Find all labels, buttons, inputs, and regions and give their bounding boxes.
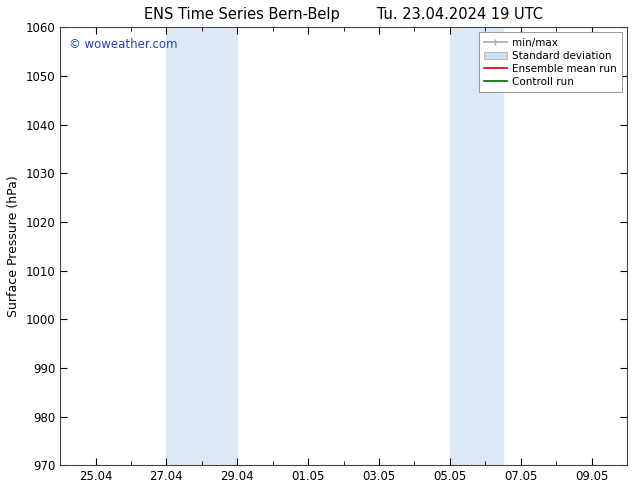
Bar bbox=[450, 27, 503, 465]
Y-axis label: Surface Pressure (hPa): Surface Pressure (hPa) bbox=[7, 175, 20, 317]
Text: © woweather.com: © woweather.com bbox=[68, 38, 177, 51]
Bar bbox=[166, 27, 237, 465]
Title: ENS Time Series Bern-Belp        Tu. 23.04.2024 19 UTC: ENS Time Series Bern-Belp Tu. 23.04.2024… bbox=[144, 7, 543, 22]
Legend: min/max, Standard deviation, Ensemble mean run, Controll run: min/max, Standard deviation, Ensemble me… bbox=[479, 32, 622, 92]
